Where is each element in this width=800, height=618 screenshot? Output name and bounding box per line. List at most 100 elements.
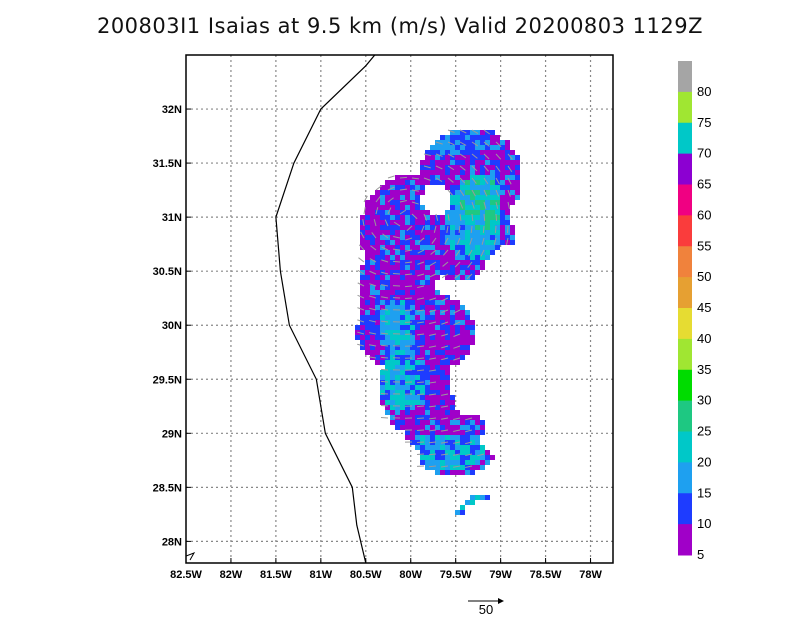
field-cell — [435, 235, 440, 240]
wind-vector — [493, 237, 497, 245]
field-cell — [455, 230, 460, 235]
field-cell — [495, 220, 500, 225]
wind-vector — [453, 453, 461, 456]
wind-vector — [417, 309, 425, 312]
field-cell — [405, 180, 410, 185]
wind-vector — [507, 165, 513, 173]
field-cell — [435, 180, 440, 185]
field-cell — [395, 245, 400, 250]
field-cell — [445, 340, 450, 345]
wind-vector — [483, 141, 490, 147]
field-cell — [425, 360, 430, 365]
field-cell — [500, 195, 505, 200]
field-cell — [445, 420, 450, 425]
field-cell — [430, 325, 435, 330]
field-cell — [450, 225, 455, 230]
field-cell — [455, 165, 460, 170]
field-cell — [430, 315, 435, 320]
field-cell — [445, 470, 450, 475]
field-cell — [445, 180, 450, 185]
field-cell — [485, 250, 490, 255]
field-cell — [465, 135, 470, 140]
field-cell — [430, 445, 435, 450]
field-cell — [385, 360, 390, 365]
wind-vector — [465, 465, 473, 468]
colorbar-swatch — [678, 462, 692, 494]
colorbar-swatch — [678, 91, 692, 124]
field-cell — [375, 360, 380, 365]
field-cell — [415, 220, 420, 225]
field-cell — [480, 195, 485, 200]
field-cell — [480, 495, 485, 500]
field-cell — [455, 190, 460, 195]
field-cell — [480, 245, 485, 250]
field-cell — [430, 155, 435, 160]
field-cell — [380, 395, 385, 400]
field-cell — [445, 230, 450, 235]
field-cell — [410, 385, 415, 390]
field-cell — [395, 285, 400, 290]
lat-tick-label: 29.5N — [153, 374, 182, 386]
wind-vector — [459, 201, 464, 209]
field-cell — [365, 295, 370, 300]
field-cell — [400, 270, 405, 275]
field-cell — [435, 430, 440, 435]
field-cell — [390, 400, 395, 405]
wind-vector — [369, 258, 377, 263]
field-cell — [420, 295, 425, 300]
field-cell — [485, 140, 490, 145]
field-cell — [450, 190, 455, 195]
field-cell — [445, 315, 450, 320]
field-cell — [495, 235, 500, 240]
field-cell — [390, 190, 395, 195]
field-cell — [405, 250, 410, 255]
field-cell — [495, 225, 500, 230]
field-cell — [395, 255, 400, 260]
field-cell — [470, 180, 475, 185]
field-cell — [430, 390, 435, 395]
field-cell — [440, 420, 445, 425]
field-cell — [370, 240, 375, 245]
field-cell — [425, 415, 430, 420]
wind-vector — [428, 465, 437, 468]
field-cell — [420, 415, 425, 420]
field-cell — [505, 195, 510, 200]
wind-vector — [423, 177, 431, 181]
field-cell — [450, 350, 455, 355]
field-cell — [430, 220, 435, 225]
field-cell — [440, 470, 445, 475]
field-cell — [465, 160, 470, 165]
wind-vector — [429, 369, 437, 372]
field-cell — [445, 305, 450, 310]
field-cell — [430, 215, 435, 220]
field-cell — [360, 285, 365, 290]
field-cell — [400, 290, 405, 295]
field-cell — [470, 150, 475, 155]
field-cell — [460, 345, 465, 350]
field-cell — [440, 265, 445, 270]
field-cell — [410, 325, 415, 330]
field-cell — [440, 330, 445, 335]
field-cell — [435, 240, 440, 245]
field-cell — [455, 250, 460, 255]
field-cell — [435, 165, 440, 170]
field-cell — [390, 410, 395, 415]
wind-vector — [453, 345, 461, 349]
field-cell — [405, 240, 410, 245]
wind-vector — [435, 153, 443, 157]
wind-vector — [405, 237, 413, 241]
field-cell — [375, 200, 380, 205]
field-cell — [425, 180, 430, 185]
wind-vector — [495, 141, 502, 148]
field-cell — [445, 160, 450, 165]
field-cell — [360, 310, 365, 315]
field-cell — [420, 235, 425, 240]
field-cell — [360, 320, 365, 325]
field-cell — [495, 150, 500, 155]
field-cell — [390, 355, 395, 360]
field-cell — [425, 255, 430, 260]
field-cell — [400, 415, 405, 420]
field-cell — [400, 420, 405, 425]
field-cell — [390, 330, 395, 335]
field-cell — [430, 350, 435, 355]
